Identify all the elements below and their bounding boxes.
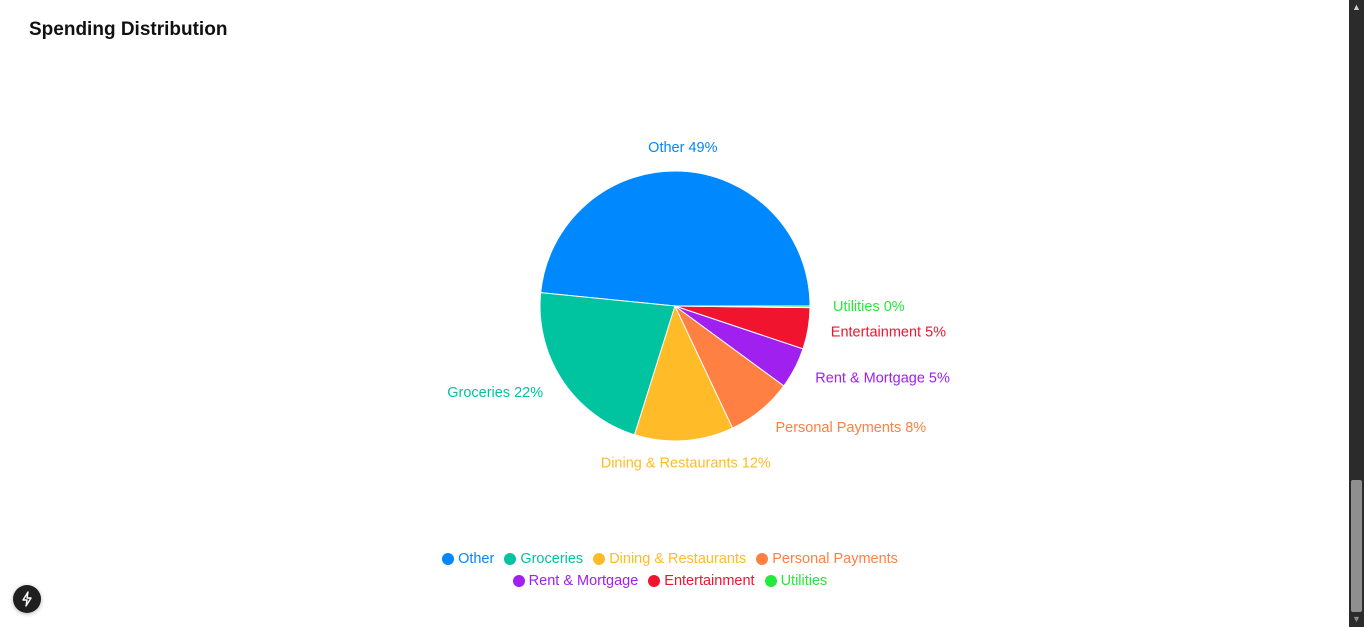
legend-swatch-icon (512, 575, 525, 587)
slice-label-utilities: Utilities 0% (833, 299, 905, 315)
legend-item-utilities[interactable]: Utilities (764, 571, 828, 591)
legend-item-entertainment[interactable]: Entertainment (648, 571, 755, 591)
lightning-icon (22, 591, 32, 607)
legend-item-rent-and-mortgage[interactable]: Rent & Mortgage (512, 571, 639, 591)
slice-label-personal-payments: Personal Payments 8% (775, 420, 926, 436)
pie-slice-other[interactable] (540, 170, 811, 307)
page-title: Spending Distribution (29, 19, 228, 40)
legend-swatch-icon (756, 553, 769, 565)
legend-label: Personal Payments (772, 551, 898, 567)
legend-swatch-icon (442, 553, 455, 565)
pie-slice-groceries[interactable] (539, 292, 676, 436)
scrollbar-thumb[interactable] (1351, 480, 1362, 612)
pie-slice-utilities[interactable] (674, 305, 811, 309)
legend-label: Groceries (520, 551, 584, 567)
slice-label-other: Other 49% (648, 140, 717, 156)
legend-item-dining-and-restaurants[interactable]: Dining & Restaurants (593, 549, 746, 569)
scroll-down-arrow-icon[interactable]: ▼ (1352, 614, 1361, 624)
slice-label-entertainment: Entertainment 5% (831, 324, 946, 340)
legend-swatch-icon (764, 575, 777, 587)
vertical-scrollbar[interactable]: ▲ ▼ (1349, 0, 1364, 627)
slice-label-groceries: Groceries 22% (447, 385, 543, 401)
pie-slice-dining-and-restaurants[interactable] (633, 304, 734, 442)
legend-item-other[interactable]: Other (442, 549, 494, 569)
legend-label: Rent & Mortgage (528, 573, 639, 589)
legend-item-personal-payments[interactable]: Personal Payments (756, 549, 898, 569)
slice-label-rent-and-mortgage: Rent & Mortgage 5% (815, 371, 950, 387)
legend-label: Other (458, 551, 495, 567)
scroll-up-arrow-icon[interactable]: ▲ (1352, 2, 1361, 12)
pie-slice-labels: Other 49% Groceries 22% Dining & Restauran… (447, 140, 950, 471)
legend-label: Utilities (780, 573, 828, 589)
legend-swatch-icon (648, 575, 661, 587)
slice-label-dining-and-restaurants: Dining & Restaurants 12% (601, 456, 771, 472)
pie-slices (539, 170, 811, 442)
legend-item-groceries[interactable]: Groceries (504, 549, 583, 569)
legend-swatch-icon (504, 553, 517, 565)
chart-legend: Other Groceries Dining & Restaurants Person… (425, 549, 915, 591)
legend-label: Dining & Restaurants (609, 551, 747, 567)
legend-label: Entertainment (664, 573, 755, 589)
lightning-button[interactable] (13, 585, 41, 613)
legend-swatch-icon (593, 553, 606, 565)
